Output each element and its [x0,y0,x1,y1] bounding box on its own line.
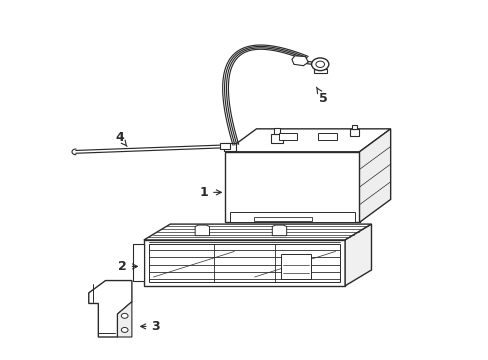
FancyBboxPatch shape [224,143,235,151]
FancyBboxPatch shape [254,217,311,221]
Text: 2: 2 [118,260,137,273]
Polygon shape [117,302,132,337]
Polygon shape [89,280,132,337]
FancyBboxPatch shape [279,133,297,140]
Polygon shape [143,224,371,240]
FancyBboxPatch shape [273,129,280,134]
Text: 4: 4 [115,131,127,147]
Polygon shape [195,225,209,236]
FancyBboxPatch shape [318,133,336,140]
Polygon shape [272,225,286,236]
FancyBboxPatch shape [280,253,310,279]
Circle shape [311,58,328,71]
Polygon shape [359,129,390,222]
Text: 3: 3 [141,320,160,333]
Polygon shape [143,240,345,286]
Polygon shape [225,129,390,152]
Circle shape [121,328,128,332]
FancyBboxPatch shape [271,134,282,143]
Polygon shape [225,152,359,222]
Polygon shape [345,224,371,286]
Text: 1: 1 [199,186,221,199]
Polygon shape [291,56,307,66]
Circle shape [121,313,128,318]
FancyBboxPatch shape [313,69,326,73]
FancyBboxPatch shape [219,143,230,149]
FancyBboxPatch shape [230,212,354,222]
FancyBboxPatch shape [351,125,356,129]
FancyBboxPatch shape [349,129,358,136]
Polygon shape [133,243,143,280]
Text: 5: 5 [316,87,327,105]
